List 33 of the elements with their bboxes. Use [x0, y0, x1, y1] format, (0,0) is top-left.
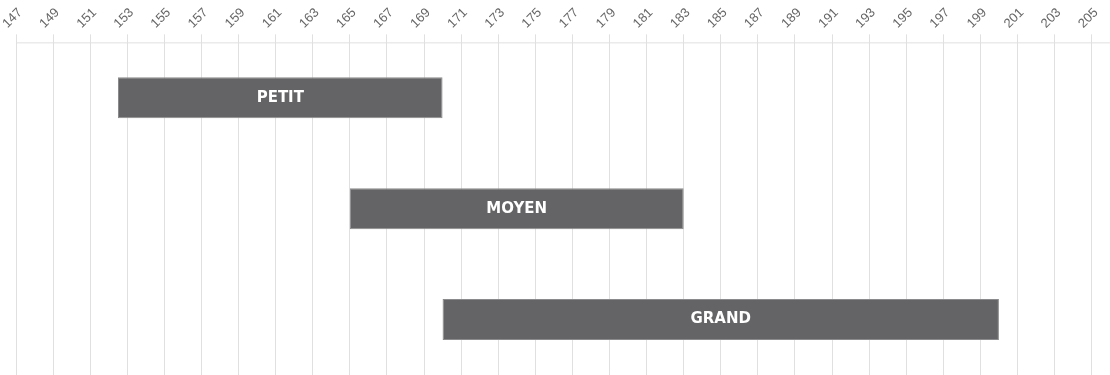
x-tick-label: 187 [740, 4, 767, 31]
x-tick-label: 165 [332, 4, 359, 31]
x-tick-label: 149 [36, 4, 63, 31]
x-tick-label: 179 [592, 4, 619, 31]
x-tick-label: 159 [221, 4, 248, 31]
x-tick-label: 167 [369, 4, 396, 31]
x-tick-label: 195 [889, 4, 916, 31]
x-tick-label: 163 [295, 4, 322, 31]
x-tick-label: 197 [926, 4, 953, 31]
x-tick-label: 193 [852, 4, 879, 31]
x-tick-label: 175 [518, 4, 545, 31]
x-tick-label: 201 [1000, 4, 1027, 31]
x-tick-label: 151 [73, 4, 100, 31]
x-tick-label: 147 [0, 4, 25, 31]
x-tick-label: 183 [666, 4, 693, 31]
x-tick-label: 205 [1074, 4, 1101, 31]
x-tick-label: 169 [407, 4, 433, 31]
x-tick-label: 173 [481, 4, 508, 31]
x-tick-label: 199 [963, 4, 990, 31]
x-tick-label: 191 [815, 4, 841, 31]
x-tick-label: 189 [777, 4, 804, 31]
x-tick-label: 181 [629, 4, 656, 31]
x-tick-label: 157 [184, 4, 211, 31]
x-tick-label: 155 [147, 4, 174, 31]
x-tick-label: 185 [703, 4, 730, 31]
x-tick-label: 177 [555, 4, 582, 31]
x-tick-label: 153 [110, 4, 137, 31]
y-tick-label: PETIT [256, 87, 305, 106]
y-tick-label: GRAND [690, 309, 751, 328]
x-tick-label: 171 [444, 4, 471, 31]
x-tick-label: 161 [258, 4, 285, 31]
y-tick-label: MOYEN [486, 198, 548, 217]
x-tick-label: 203 [1037, 4, 1064, 31]
